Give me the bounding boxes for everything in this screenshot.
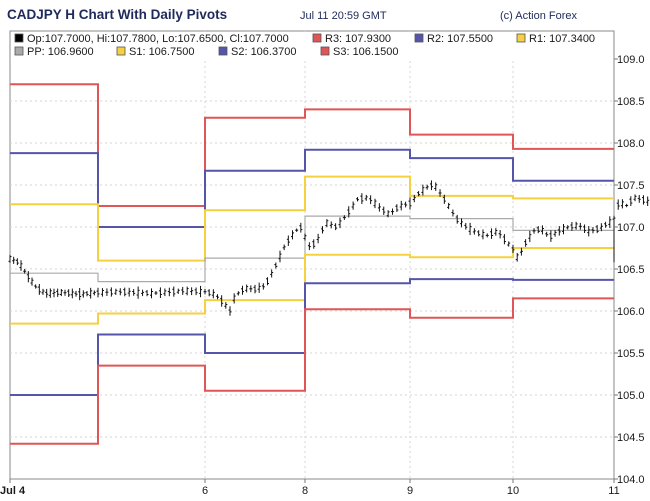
y-tick-label: 106.5 xyxy=(617,264,645,276)
pivot-line-s1 xyxy=(10,247,614,325)
x-tick-label: 6 xyxy=(202,485,208,497)
y-tick-label: 105.0 xyxy=(617,390,645,402)
legend-label: R2: 107.5500 xyxy=(427,33,493,45)
legend: Op:107.7000, Hi:107.7800, Lo:107.6500, C… xyxy=(11,32,613,60)
y-tick-label: 104.0 xyxy=(617,474,645,486)
pivot-line-s3 xyxy=(10,297,614,445)
y-tick-label: 105.5 xyxy=(617,348,645,360)
chart-title: CADJPY H Chart With Daily Pivots xyxy=(7,7,227,22)
legend-label: S2: 106.3700 xyxy=(231,46,296,58)
y-tick-label: 107.0 xyxy=(617,222,645,234)
legend-label: R3: 107.9300 xyxy=(325,33,391,45)
legend-swatch xyxy=(14,46,24,56)
y-axis: 109.0 108.5 108.0 107.5 107.0 106.5 106.0 105.5… xyxy=(614,54,645,486)
legend-swatch xyxy=(320,46,330,56)
pivot-line-r1 xyxy=(10,175,614,262)
y-tick-label: 107.5 xyxy=(617,180,645,192)
x-tick-label: 8 xyxy=(302,485,308,497)
x-tick-label: 10 xyxy=(507,485,519,497)
legend-swatch xyxy=(312,33,322,43)
legend-swatch xyxy=(414,33,424,43)
y-tick-label: 108.0 xyxy=(617,138,645,150)
legend-background xyxy=(11,32,613,60)
legend-swatch xyxy=(516,33,526,43)
x-tick-label: 11 xyxy=(608,485,619,497)
x-tick-label: Jul 4 xyxy=(0,485,26,497)
legend-swatch xyxy=(116,46,126,56)
x-axis: Jul 4 6 8 9 10 11 xyxy=(0,479,620,497)
pivot-lines xyxy=(10,83,614,445)
chart-timestamp: Jul 11 20:59 GMT xyxy=(300,10,387,22)
legend-label: Op:107.7000, Hi:107.7800, Lo:107.6500, C… xyxy=(27,33,289,45)
legend-label: S3: 106.1500 xyxy=(333,46,398,58)
legend-label: PP: 106.9600 xyxy=(27,46,94,58)
x-tick-label: 9 xyxy=(407,485,413,497)
price-series xyxy=(8,180,650,316)
y-tick-label: 109.0 xyxy=(617,54,645,66)
chart-credit: (c) Action Forex xyxy=(500,10,578,22)
legend-swatch xyxy=(218,46,228,56)
legend-label: S1: 106.7500 xyxy=(129,46,194,58)
y-tick-label: 104.5 xyxy=(617,432,645,444)
y-tick-label: 108.5 xyxy=(617,96,645,108)
legend-label: R1: 107.3400 xyxy=(529,33,595,45)
y-tick-label: 106.0 xyxy=(617,306,645,318)
legend-swatch xyxy=(14,33,24,43)
